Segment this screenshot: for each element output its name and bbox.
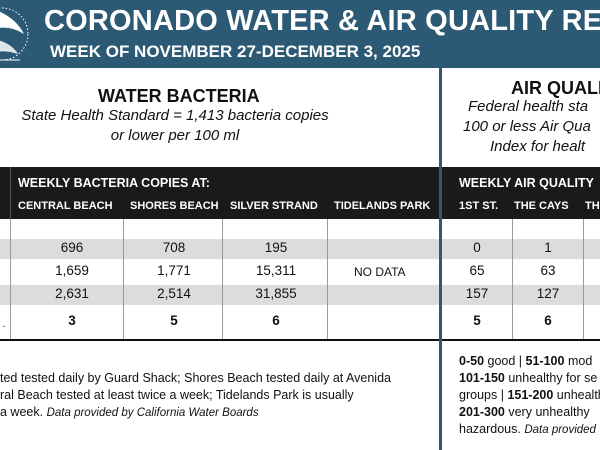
water-note-line3: a week. Data provided by California Wate… [0,405,259,419]
table-cell: 708 [162,240,186,255]
col-third-location: TH [585,200,600,212]
table-cell: 127 [536,286,560,301]
air-table-bottom-rule [442,339,600,341]
table-cell: 5 [170,313,178,328]
report-title: CORONADO WATER & AIR QUALITY REPORT [44,5,600,37]
table-cell: 157 [465,286,489,301]
col-shores-beach: SHORES BEACH [130,200,219,212]
water-note-line2: ral Beach tested at least twice a week; … [0,388,354,402]
table-cell: 3 [68,313,76,328]
aqi-legend-line5: hazardous. Data provided [459,422,596,436]
row-label-fragment: . [2,318,6,330]
table-cell: 6 [272,313,280,328]
col-1st-st: 1ST ST. [459,200,499,212]
air-section-title: AIR QUALITY [511,78,600,98]
air-row-shade-2 [442,285,600,305]
water-row-shade-2 [0,285,439,305]
table-cell: 0 [473,240,481,255]
table-cell: 31,855 [255,286,297,301]
water-table-header [0,167,439,219]
table-cell: 2,631 [55,286,89,301]
column-divider [10,219,11,339]
water-bar-title: WEEKLY BACTERIA COPIES AT: [18,176,210,190]
col-tidelands-park: TIDELANDS PARK [334,200,431,212]
water-row-shade-1 [0,239,439,259]
column-divider [123,219,124,339]
water-standard-line2: or lower per 100 ml [110,127,240,144]
col-silver-strand: SILVER STRAND [230,200,318,212]
column-divider [512,219,513,339]
air-standard-line3: Index for healt [490,138,586,155]
tidelands-no-data: NO DATA [354,265,406,279]
aqi-legend-line2: 101-150 unhealthy for se [459,371,598,385]
aqi-legend-line4: 201-300 very unhealthy [459,405,590,419]
col-central-beach: CENTRAL BEACH [18,200,113,212]
table-cell: 63 [540,263,556,278]
water-table-bottom-rule [0,339,439,341]
air-bar-title: WEEKLY AIR QUALITY [459,176,594,190]
air-standard-line2: 100 or less Air Qua [463,118,591,135]
section-divider [439,68,442,450]
table-cell: 1 [544,240,552,255]
seal-logo-icon [0,7,29,61]
water-section-title: WATER BACTERIA [98,86,260,106]
table-cell: 5 [473,313,481,328]
report-header: CORONADO WATER & AIR QUALITY REPORT WEEK… [0,0,600,68]
table-cell: 15,311 [255,263,297,278]
table-cell: 6 [544,313,552,328]
water-note-line1: ted tested daily by Guard Shack; Shores … [0,371,391,385]
column-divider [583,219,584,339]
column-divider [222,219,223,339]
air-table-header [442,167,600,219]
header-left-rule [10,167,11,219]
air-standard-line1: Federal health sta [468,98,589,115]
table-cell: 696 [60,240,84,255]
air-row-shade-1 [442,239,600,259]
aqi-legend-line1: 0-50 good | 51-100 mod [459,354,593,368]
aqi-legend-line3: groups | 151-200 unhealth [459,388,600,402]
water-note-source: Data provided by California Water Boards [46,407,259,419]
report-date-range: WEEK OF NOVEMBER 27-DECEMBER 3, 2025 [50,42,421,61]
table-cell: 1,659 [55,263,89,278]
water-standard-line1: State Health Standard = 1,413 bacteria c… [21,107,329,124]
table-cell: 2,514 [157,286,191,301]
table-cell: 65 [469,263,485,278]
table-cell: 195 [264,240,288,255]
column-divider [327,219,328,339]
table-cell: 1,771 [157,263,191,278]
col-the-cays: THE CAYS [514,200,569,212]
